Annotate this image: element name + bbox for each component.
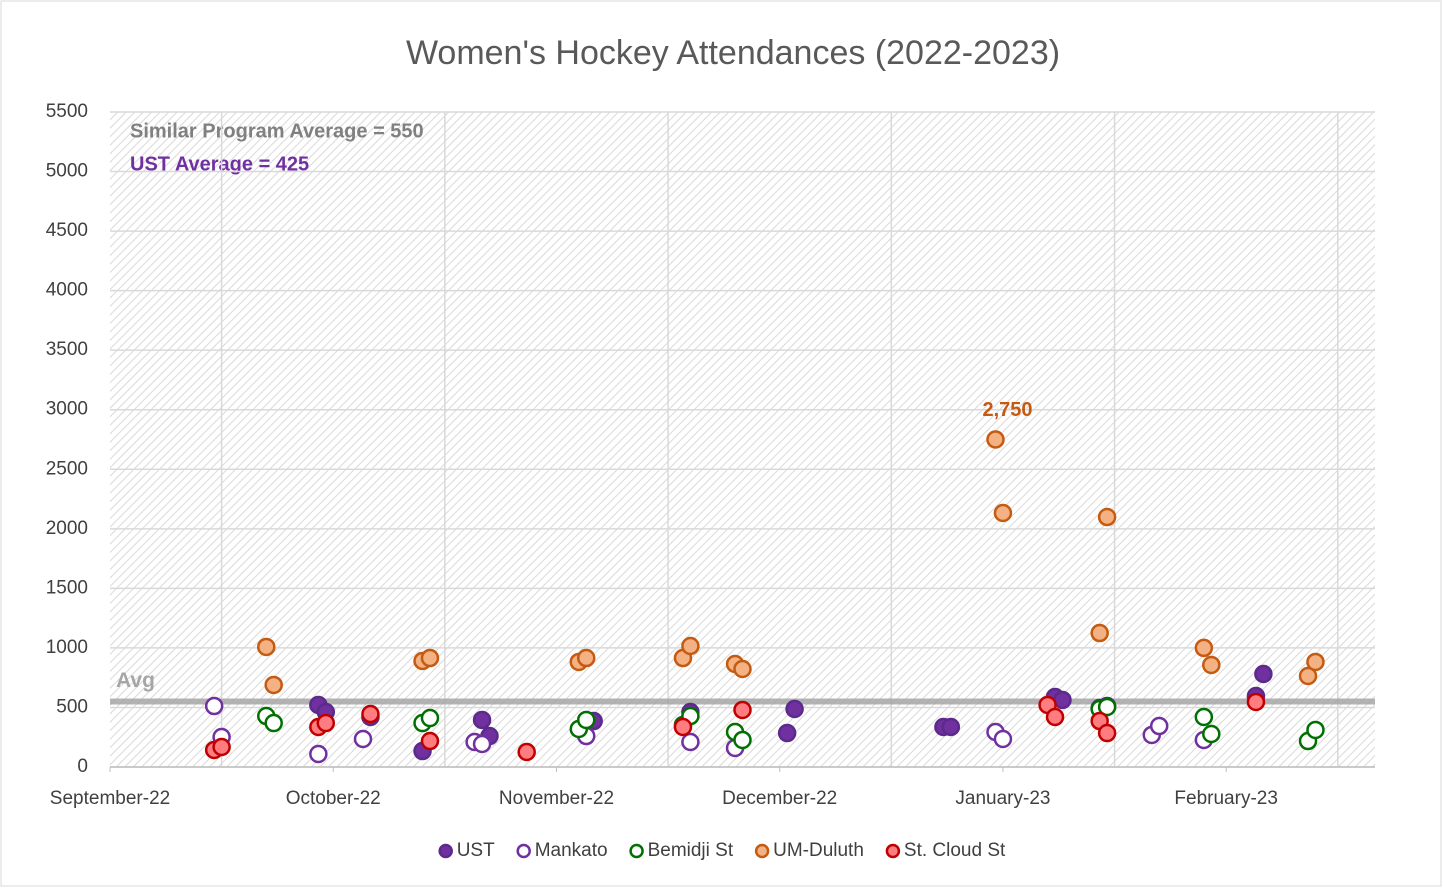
annotation: UST Average = 425 <box>130 153 309 175</box>
x-tick-label: October-22 <box>286 788 381 809</box>
point <box>993 503 1013 523</box>
point <box>257 637 276 657</box>
point <box>993 729 1013 749</box>
y-tick-label: 5000 <box>46 161 88 182</box>
point <box>1194 638 1214 658</box>
x-tick-label: February-23 <box>1174 788 1278 809</box>
point <box>420 731 440 751</box>
plot-area <box>110 112 1375 767</box>
point <box>1053 690 1072 710</box>
point <box>309 744 328 764</box>
point <box>472 710 492 730</box>
point <box>472 734 492 754</box>
point <box>361 704 380 724</box>
legend-marker <box>629 843 644 859</box>
point <box>785 699 804 719</box>
y-tick-label: 1500 <box>46 577 88 598</box>
point <box>1045 707 1065 727</box>
point <box>264 713 283 733</box>
point <box>733 730 752 750</box>
point <box>1097 697 1117 717</box>
point <box>204 696 224 716</box>
point <box>517 742 536 762</box>
point <box>777 723 797 743</box>
avg-label: Avg <box>116 669 155 692</box>
y-tick-label: 5500 <box>46 101 88 122</box>
y-tick-label: 4000 <box>46 280 88 301</box>
legend-marker <box>516 843 531 859</box>
data-label: 2,750 <box>982 399 1032 421</box>
legend-label: UM-Duluth <box>773 840 864 861</box>
point <box>681 732 700 752</box>
point <box>420 708 440 728</box>
point <box>1202 724 1221 744</box>
legend-marker <box>885 843 901 859</box>
point <box>1306 652 1325 672</box>
legend-label: St. Cloud St <box>904 840 1006 861</box>
point <box>1246 692 1266 712</box>
point <box>1097 723 1117 743</box>
point <box>1097 507 1117 527</box>
y-tick-label: 0 <box>77 756 88 777</box>
point <box>673 717 693 737</box>
y-tick-label: 4500 <box>46 220 88 241</box>
point <box>1202 655 1221 675</box>
point <box>1194 707 1214 727</box>
point <box>941 717 961 737</box>
x-tick-label: December-22 <box>722 788 837 809</box>
point <box>1090 623 1109 643</box>
chart-title: Women's Hockey Attendances (2022-2023) <box>406 34 1060 72</box>
y-tick-label: 1000 <box>46 637 88 658</box>
point <box>264 675 283 695</box>
y-tick-label: 2000 <box>46 518 88 539</box>
x-tick-label: November-22 <box>499 788 614 809</box>
point <box>212 737 231 757</box>
x-tick-label: January-23 <box>955 788 1050 809</box>
legend-marker <box>754 843 770 859</box>
point <box>420 648 440 668</box>
y-tick-label: 3000 <box>46 399 88 420</box>
point <box>353 729 373 749</box>
point <box>576 648 596 668</box>
point <box>1149 716 1169 736</box>
y-tick-label: 500 <box>56 696 88 717</box>
annotation: Similar Program Average = 550 <box>130 120 424 142</box>
y-tick-label: 3500 <box>46 339 88 360</box>
point <box>733 659 752 679</box>
legend-marker <box>438 843 453 859</box>
point <box>1306 720 1325 740</box>
point <box>576 710 596 730</box>
point <box>1298 666 1318 686</box>
legend-label: Bemidji St <box>648 840 734 861</box>
y-tick-label: 2500 <box>46 458 88 479</box>
point <box>1254 664 1273 684</box>
x-tick-label: September-22 <box>50 788 170 809</box>
legend-label: Mankato <box>535 840 608 861</box>
point <box>681 636 700 656</box>
point <box>733 700 752 720</box>
point <box>316 713 336 733</box>
legend-label: UST <box>457 840 495 861</box>
point <box>986 430 1005 449</box>
